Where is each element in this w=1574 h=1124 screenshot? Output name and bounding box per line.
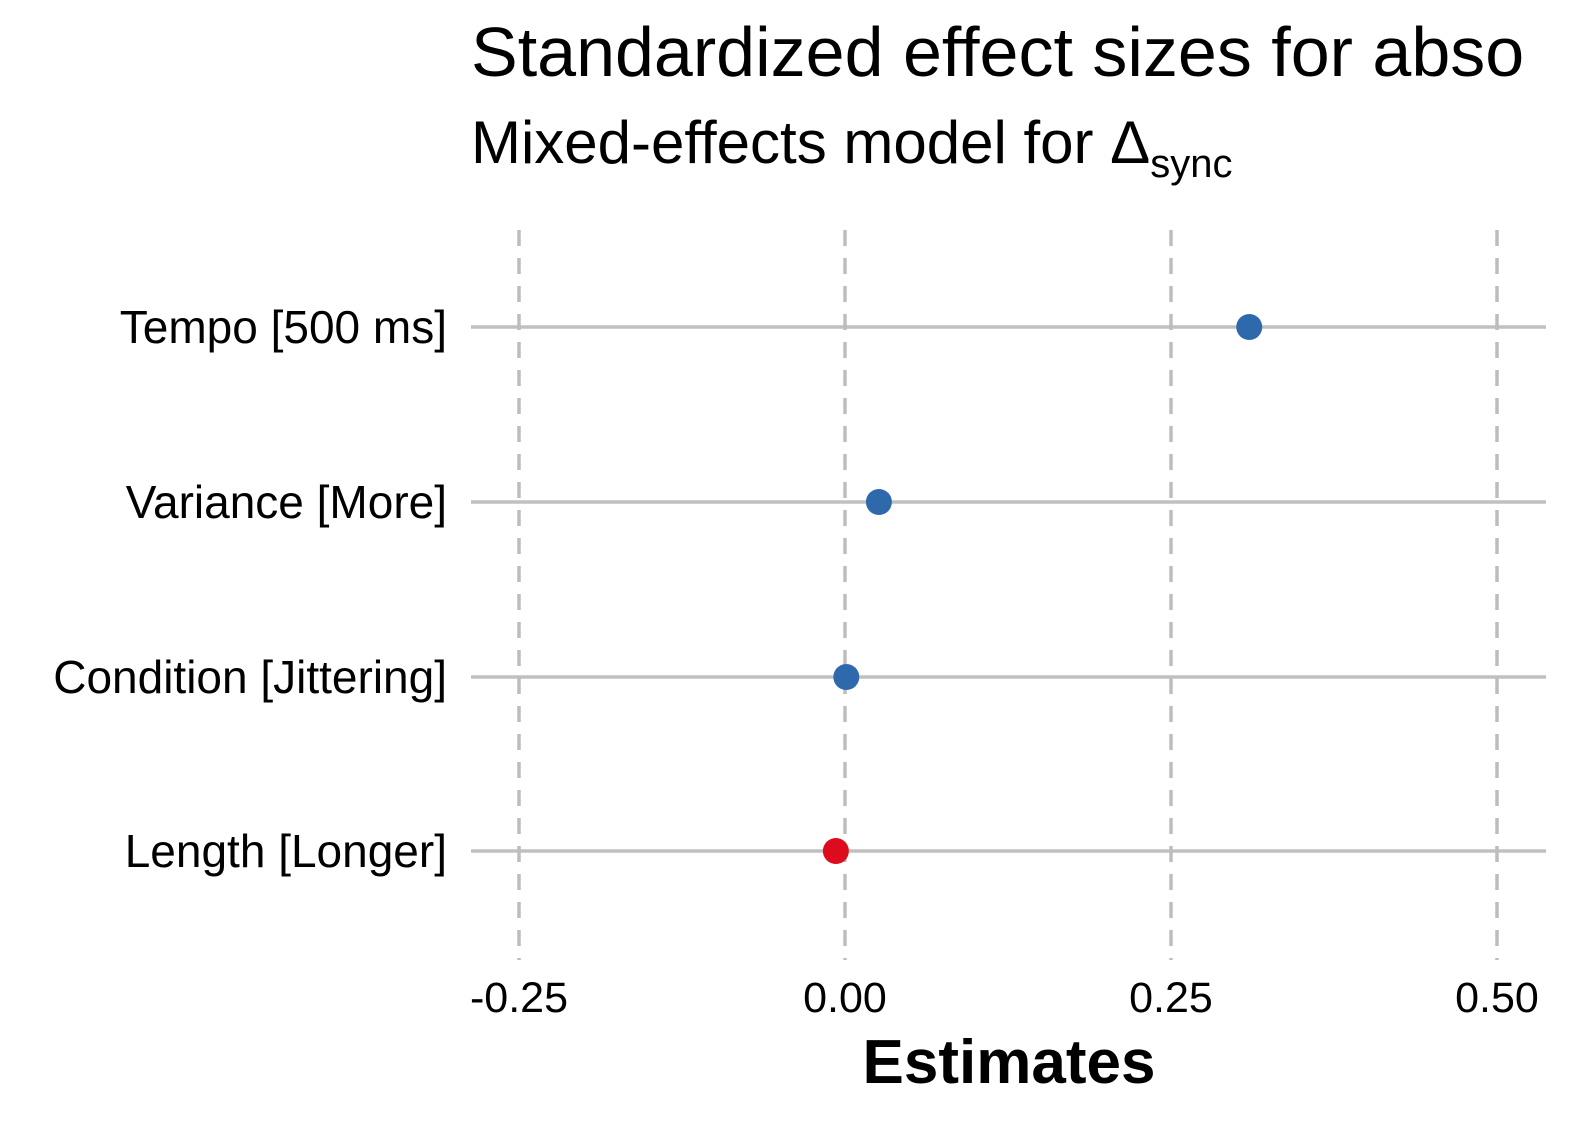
x-tick-label: 0.50 — [1455, 974, 1539, 1022]
chart-subtitle: Mixed-effects model for Δsync — [471, 109, 1232, 186]
chart-subtitle-subscript: sync — [1150, 142, 1232, 186]
x-tick-label: -0.25 — [470, 974, 568, 1022]
chart-title: Standardized effect sizes for abso — [471, 13, 1524, 91]
grid-layer — [471, 230, 1546, 960]
y-tick-label: Tempo [500 ms] — [120, 301, 447, 353]
x-tick-label: 0.00 — [803, 974, 887, 1022]
x-axis-label: Estimates — [863, 1028, 1156, 1097]
y-tick-label: Length [Longer] — [125, 825, 447, 877]
estimate-point — [833, 664, 860, 690]
y-tick-label: Variance [More] — [126, 476, 447, 528]
chart-subtitle-main: Mixed-effects model for Δ — [471, 109, 1150, 176]
x-tick-label: 0.25 — [1129, 974, 1213, 1022]
x-tick-labels: -0.25 0.00 0.25 0.50 — [470, 974, 1539, 1022]
estimate-point — [822, 838, 849, 864]
y-tick-labels: Tempo [500 ms] Variance [More] Condition [… — [53, 301, 447, 877]
estimate-point — [865, 489, 892, 515]
estimate-points — [822, 314, 1263, 864]
estimate-point — [1236, 314, 1263, 340]
y-tick-label: Condition [Jittering] — [53, 651, 447, 703]
